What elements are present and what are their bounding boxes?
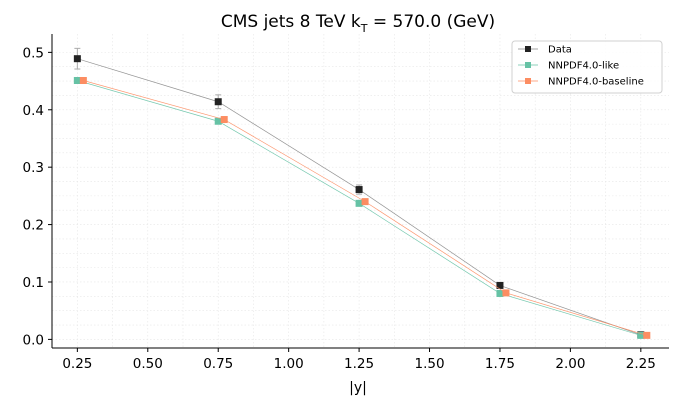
axes: [51, 34, 669, 349]
series-NNPDF4.0-like: [73, 76, 645, 339]
chart-title-main: CMS jets 8 TeV k: [221, 12, 361, 32]
y-tick-label: 0.1: [23, 275, 44, 291]
chart-title: CMS jets 8 TeV kT = 570.0 (GeV): [221, 12, 495, 35]
data-point: [79, 76, 87, 84]
y-tick-label: 0.3: [23, 160, 44, 176]
data-point: [220, 116, 228, 124]
data-point: [214, 117, 222, 125]
x-axis-label: |y|: [349, 380, 367, 396]
data-point: [637, 331, 645, 339]
series-line: [83, 80, 647, 336]
data-point: [214, 98, 222, 106]
grid: [52, 34, 669, 348]
y-tick-label: 0.0: [23, 332, 44, 348]
chart-title-subscript: T: [360, 22, 368, 35]
data-point: [355, 199, 363, 207]
legend-label: Data: [548, 45, 572, 56]
x-tick-label: 1.50: [414, 356, 444, 372]
x-tick-label: 1.75: [485, 356, 515, 372]
chart-title-rest: = 570.0 (GeV): [367, 12, 495, 32]
data-point: [643, 331, 651, 339]
legend-box: [511, 40, 663, 94]
y-tick-label: 0.4: [23, 103, 44, 119]
data-point: [73, 76, 81, 84]
data-point: [496, 289, 504, 297]
x-tick-label: 0.25: [62, 356, 92, 372]
legend: Data NNPDF4.0-like NNPDF4.0-baseline: [511, 40, 663, 94]
x-tick-label: 1.25: [344, 356, 374, 372]
x-tick-label: 0.75: [203, 356, 233, 372]
data-point: [496, 281, 504, 289]
data-point: [73, 55, 81, 63]
data-point: [502, 289, 510, 297]
x-tick-label: 2.00: [555, 356, 585, 372]
legend-marker: [525, 46, 531, 52]
data-point: [355, 186, 363, 194]
ticks: 0.25 0.50 0.75 1.00 1.25 1.50 1.75 2.00 2.25 0.0 0…: [23, 45, 656, 372]
legend-marker: [525, 78, 531, 84]
x-tick-label: 2.25: [626, 356, 656, 372]
series-layer: [73, 47, 651, 339]
x-tick-label: 0.50: [133, 356, 163, 372]
legend-label: NNPDF4.0-like: [548, 61, 619, 72]
y-tick-label: 0.2: [23, 218, 44, 234]
data-point: [361, 198, 369, 206]
series-NNPDF4.0-baseline: [79, 76, 651, 339]
legend-marker: [525, 62, 531, 68]
y-tick-label: 0.5: [23, 45, 44, 61]
legend-label: NNPDF4.0-baseline: [548, 77, 644, 88]
x-tick-label: 1.00: [274, 356, 304, 372]
